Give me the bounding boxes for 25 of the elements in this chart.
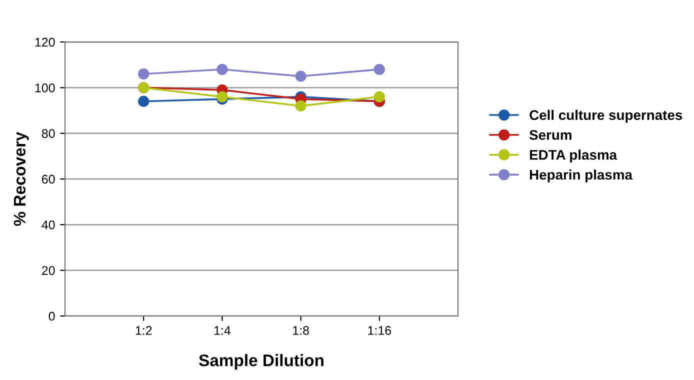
point — [138, 68, 150, 80]
point — [374, 64, 385, 75]
y-tick-label: 40 — [42, 220, 55, 230]
x-tick-label: 1:4 — [214, 326, 231, 335]
x-axis-title: Sample Dilution — [199, 354, 324, 370]
point — [138, 96, 150, 107]
legend-label: Cell culture supernates — [530, 110, 682, 123]
point — [216, 91, 228, 102]
y-tick-label: 60 — [42, 174, 55, 184]
point — [216, 64, 228, 75]
x-tick-label: 1:2 — [136, 326, 152, 335]
point — [374, 91, 385, 102]
y-tick-label: 0 — [48, 312, 55, 321]
x-tick-label: 1:16 — [368, 326, 392, 335]
y-tick-label: 80 — [42, 129, 55, 138]
legend-label: Serum — [529, 130, 572, 140]
y-axis-title: % Recovery — [14, 132, 29, 226]
legend-label: Heparin plasma — [530, 169, 633, 182]
legend-label: EDTA plasma — [530, 150, 618, 163]
x-tick-label: 1:8 — [293, 326, 309, 335]
y-tick-label: 120 — [35, 38, 55, 47]
y-tick-label: 20 — [42, 266, 55, 275]
y-tick-label: 100 — [35, 83, 55, 92]
point — [295, 70, 306, 82]
point — [295, 100, 306, 112]
